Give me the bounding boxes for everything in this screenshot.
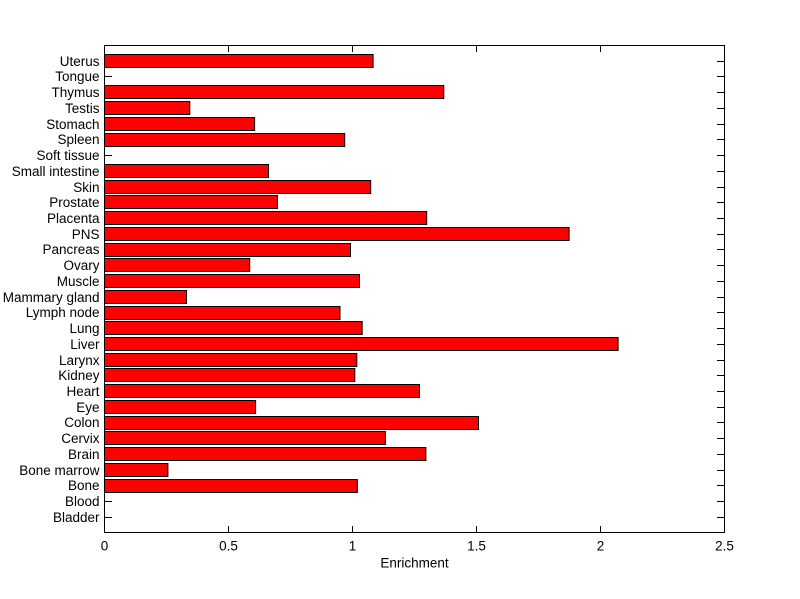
svg-text:1: 1 xyxy=(349,539,357,554)
svg-text:Bladder: Bladder xyxy=(53,510,100,525)
svg-text:Soft tissue: Soft tissue xyxy=(36,148,99,163)
svg-text:1.5: 1.5 xyxy=(467,539,486,554)
svg-text:0.5: 0.5 xyxy=(219,539,238,554)
svg-text:Ovary: Ovary xyxy=(63,258,99,273)
svg-text:Thymus: Thymus xyxy=(51,85,99,100)
svg-text:Uterus: Uterus xyxy=(60,54,100,69)
svg-text:Enrichment: Enrichment xyxy=(380,556,449,571)
svg-text:Spleen: Spleen xyxy=(57,132,99,147)
svg-text:Colon: Colon xyxy=(64,415,99,430)
svg-text:Liver: Liver xyxy=(70,337,100,352)
svg-text:Lung: Lung xyxy=(69,321,99,336)
svg-text:Bone: Bone xyxy=(68,478,100,493)
svg-text:Small intestine: Small intestine xyxy=(12,164,100,179)
svg-text:Blood: Blood xyxy=(65,494,100,509)
svg-text:Lymph node: Lymph node xyxy=(26,305,100,320)
svg-text:Muscle: Muscle xyxy=(57,274,100,289)
svg-text:Brain: Brain xyxy=(68,447,100,462)
svg-text:Cervix: Cervix xyxy=(61,431,100,446)
svg-text:Mammary gland: Mammary gland xyxy=(3,290,100,305)
svg-text:Skin: Skin xyxy=(73,180,99,195)
svg-text:Eye: Eye xyxy=(76,400,99,415)
svg-text:Heart: Heart xyxy=(66,384,99,399)
svg-text:2.5: 2.5 xyxy=(715,539,734,554)
svg-text:Prostate: Prostate xyxy=(49,195,99,210)
svg-text:Pancreas: Pancreas xyxy=(42,242,99,257)
svg-text:2: 2 xyxy=(597,539,605,554)
svg-text:Tongue: Tongue xyxy=(55,69,99,84)
svg-text:Bone marrow: Bone marrow xyxy=(19,463,100,478)
svg-text:0: 0 xyxy=(101,539,109,554)
svg-text:PNS: PNS xyxy=(72,227,100,242)
svg-text:Placenta: Placenta xyxy=(47,211,100,226)
svg-text:Kidney: Kidney xyxy=(58,368,100,383)
svg-text:Larynx: Larynx xyxy=(59,353,100,368)
svg-text:Testis: Testis xyxy=(65,101,100,116)
svg-text:Stomach: Stomach xyxy=(46,117,99,132)
